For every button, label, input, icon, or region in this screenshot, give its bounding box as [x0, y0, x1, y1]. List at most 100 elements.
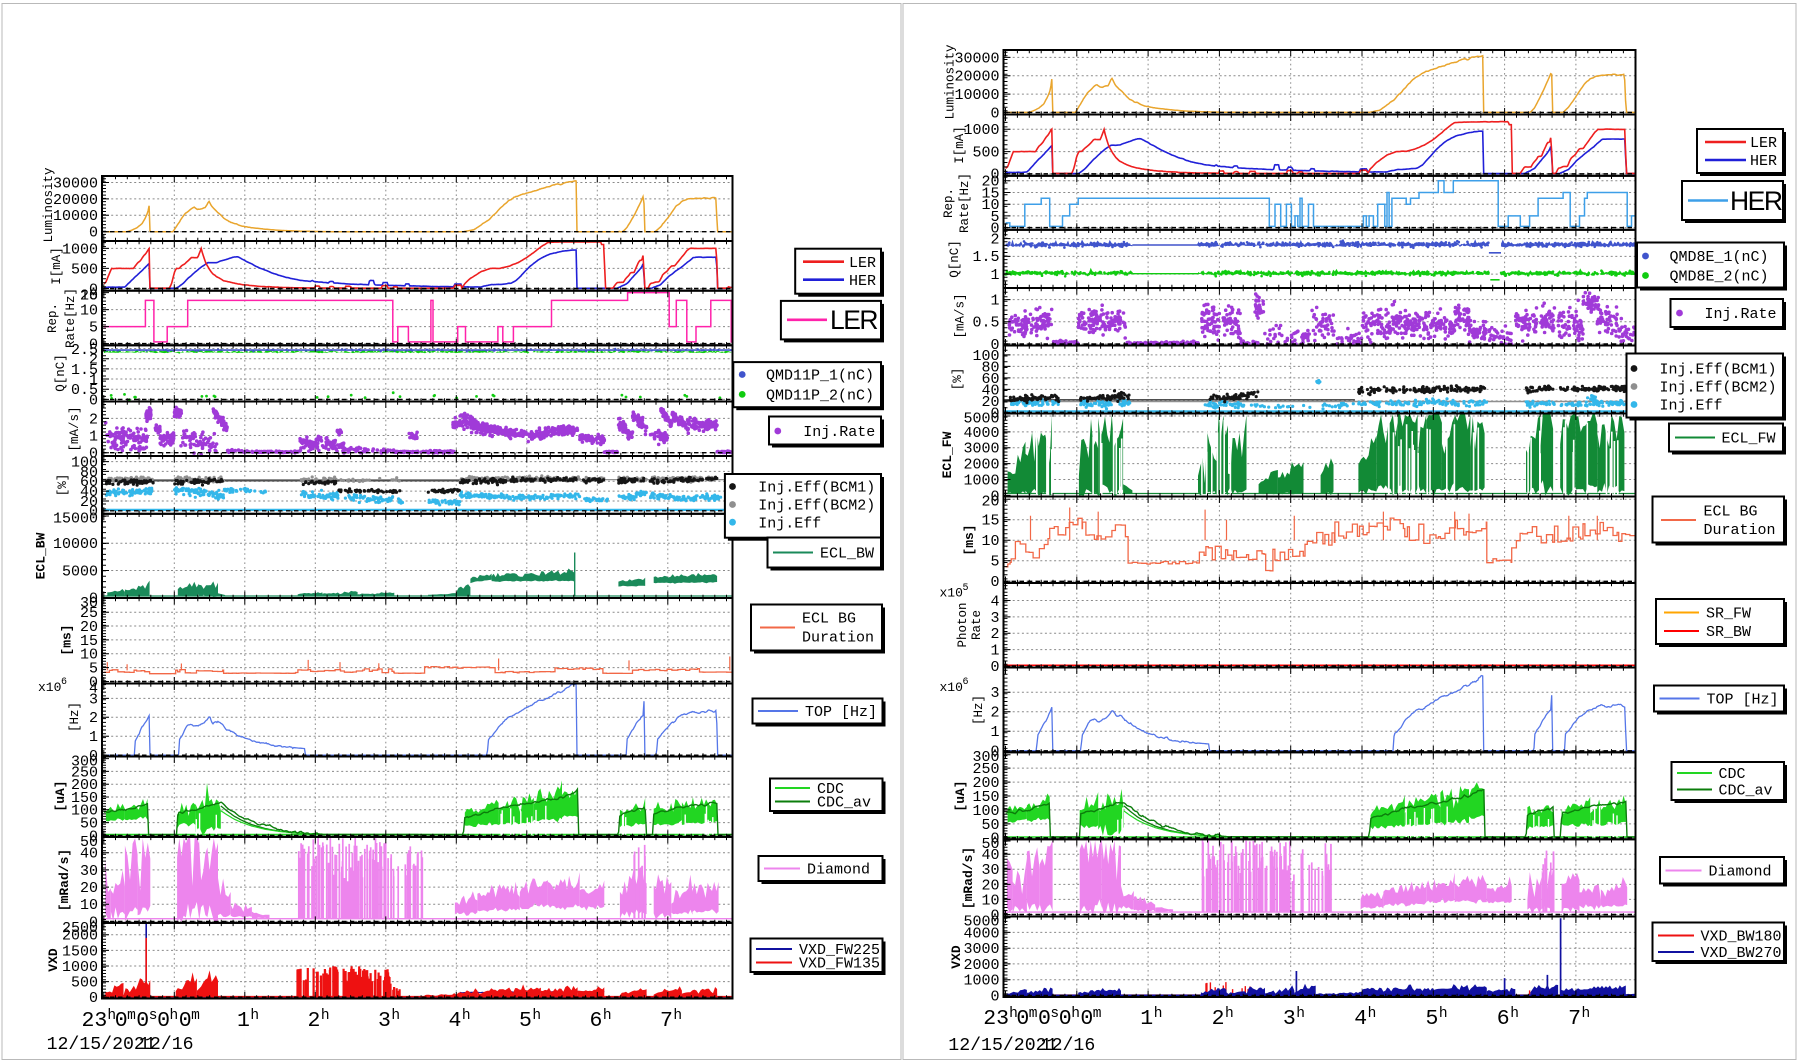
svg-text:s: s	[1050, 1006, 1059, 1022]
svg-text:0: 0	[89, 446, 98, 463]
svg-text:2: 2	[89, 352, 98, 369]
svg-text:1000: 1000	[62, 241, 98, 258]
svg-text:23: 23	[983, 1007, 1009, 1031]
svg-text:QMD8E_1(nC): QMD8E_1(nC)	[1670, 249, 1769, 266]
svg-text:6: 6	[963, 677, 969, 688]
svg-text:12/16: 12/16	[1041, 1036, 1096, 1056]
svg-text:6: 6	[590, 1009, 603, 1033]
svg-text:500: 500	[972, 145, 999, 162]
svg-text:0: 0	[990, 574, 999, 591]
svg-text:0: 0	[89, 990, 98, 1007]
svg-text:4: 4	[449, 1009, 462, 1033]
svg-text:0: 0	[990, 907, 999, 924]
svg-text:0: 0	[990, 744, 999, 761]
svg-text:TOP [Hz]: TOP [Hz]	[805, 704, 877, 721]
svg-text:h: h	[1071, 1006, 1080, 1022]
svg-text:10: 10	[981, 892, 999, 909]
svg-text:12/15/2021: 12/15/2021	[948, 1036, 1057, 1056]
svg-text:Q[nC]: Q[nC]	[54, 354, 68, 392]
svg-text:15: 15	[981, 513, 999, 530]
svg-text:1000: 1000	[62, 959, 98, 976]
svg-text:[mRad/s]: [mRad/s]	[57, 849, 72, 911]
svg-text:3000: 3000	[963, 441, 999, 458]
svg-text:1.5: 1.5	[71, 362, 98, 379]
svg-text:0: 0	[1016, 1007, 1029, 1031]
svg-text:h: h	[532, 1008, 541, 1024]
svg-text:23: 23	[82, 1009, 108, 1033]
svg-text:1: 1	[89, 428, 98, 445]
svg-text:Rep.: Rep.	[46, 303, 60, 333]
svg-text:Inj.Eff(BCM2): Inj.Eff(BCM2)	[1660, 380, 1777, 397]
svg-text:SR_FW: SR_FW	[1706, 606, 1751, 623]
svg-text:60: 60	[981, 371, 999, 388]
svg-text:3: 3	[1283, 1007, 1296, 1031]
svg-text:40: 40	[80, 846, 98, 863]
svg-text:2: 2	[990, 232, 999, 249]
svg-text:VXD_FW135: VXD_FW135	[799, 956, 880, 973]
svg-text:5000: 5000	[62, 563, 98, 580]
svg-text:1: 1	[89, 729, 98, 746]
svg-text:30: 30	[80, 595, 98, 612]
svg-text:VXD_FW225: VXD_FW225	[799, 942, 880, 959]
svg-text:h: h	[1296, 1006, 1305, 1022]
svg-text:m: m	[1029, 1006, 1038, 1022]
svg-text:10000: 10000	[53, 208, 98, 225]
svg-text:4000: 4000	[963, 925, 999, 942]
svg-text:10: 10	[80, 897, 98, 914]
svg-text:h: h	[1154, 1006, 1163, 1022]
svg-text:0: 0	[89, 748, 98, 765]
svg-text:Photon: Photon	[956, 602, 970, 647]
svg-text:20: 20	[80, 288, 98, 305]
svg-text:15: 15	[80, 288, 98, 305]
svg-text:2: 2	[89, 411, 98, 428]
svg-text:0: 0	[89, 591, 98, 608]
svg-text:h: h	[1439, 1006, 1448, 1022]
svg-text:50: 50	[80, 834, 98, 851]
svg-text:0: 0	[1059, 1007, 1072, 1031]
svg-text:3: 3	[990, 685, 999, 702]
svg-text:200: 200	[71, 777, 98, 794]
svg-text:Rate: Rate	[970, 610, 984, 640]
svg-text:4: 4	[1354, 1007, 1367, 1031]
svg-text:150: 150	[71, 790, 98, 807]
svg-text:1000: 1000	[963, 973, 999, 990]
svg-text:2500: 2500	[62, 920, 98, 937]
svg-text:6: 6	[1497, 1007, 1510, 1031]
svg-text:Inj.Eff(BCM2): Inj.Eff(BCM2)	[758, 498, 875, 515]
svg-text:300: 300	[972, 749, 999, 766]
svg-text:Inj.Eff(BCM1): Inj.Eff(BCM1)	[758, 480, 875, 497]
svg-text:4000: 4000	[963, 425, 999, 442]
svg-text:VXD: VXD	[949, 945, 964, 969]
svg-text:15000: 15000	[53, 511, 98, 528]
svg-text:20: 20	[981, 493, 999, 510]
svg-text:0: 0	[990, 105, 999, 122]
svg-text:[mA/s]: [mA/s]	[954, 293, 968, 338]
svg-text:0: 0	[89, 504, 98, 521]
svg-text:5: 5	[89, 661, 98, 678]
svg-text:Luminosity: Luminosity	[42, 167, 56, 243]
svg-text:60: 60	[80, 474, 98, 491]
svg-text:5000: 5000	[963, 410, 999, 427]
svg-text:500: 500	[71, 261, 98, 278]
svg-text:VXD_BW270: VXD_BW270	[1701, 945, 1782, 962]
svg-text:20: 20	[80, 619, 98, 636]
svg-text:3: 3	[990, 610, 999, 627]
svg-text:CDC_av: CDC_av	[1719, 783, 1773, 800]
svg-text:Rep.: Rep.	[942, 188, 956, 218]
svg-text:I[mA]: I[mA]	[50, 247, 64, 285]
svg-text:80: 80	[80, 464, 98, 481]
svg-text:20: 20	[981, 877, 999, 894]
svg-text:12/16: 12/16	[139, 1035, 194, 1055]
svg-text:2000: 2000	[62, 928, 98, 945]
svg-text:Inj.Eff: Inj.Eff	[758, 515, 821, 532]
svg-text:3000: 3000	[963, 941, 999, 958]
svg-text:QMD11P_1(nC): QMD11P_1(nC)	[766, 368, 874, 385]
svg-text:h: h	[250, 1008, 259, 1024]
svg-text:CDC_av: CDC_av	[817, 795, 871, 812]
svg-text:h: h	[1368, 1006, 1377, 1022]
svg-text:1000: 1000	[963, 122, 999, 139]
svg-text:1: 1	[990, 643, 999, 660]
svg-text:5: 5	[990, 209, 999, 226]
svg-text:h: h	[170, 1008, 179, 1024]
svg-text:2.5: 2.5	[71, 342, 98, 359]
